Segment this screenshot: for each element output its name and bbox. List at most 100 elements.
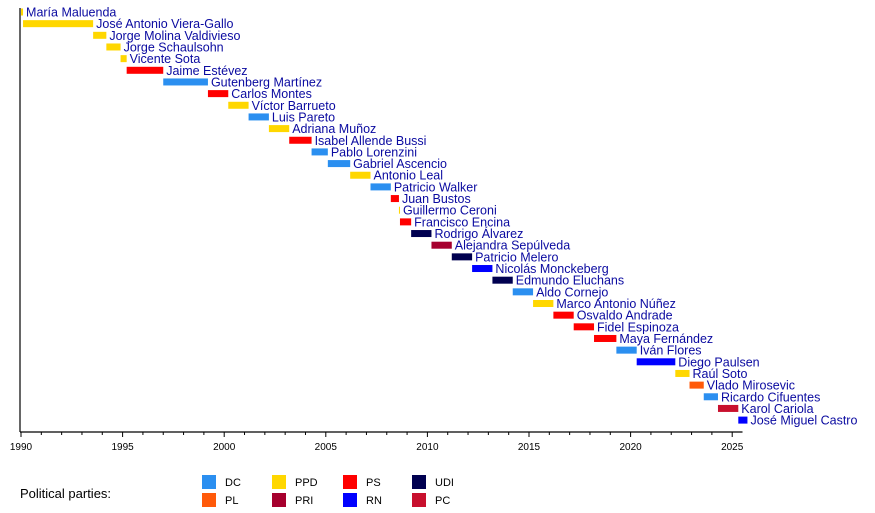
- term-row: Iván Flores: [616, 344, 702, 358]
- term-row: Karol Cariola: [717, 402, 814, 416]
- term-row: Jorge Schaulsohn: [106, 40, 224, 54]
- x-tick-label: 2015: [518, 442, 541, 453]
- legend-item: PL: [202, 493, 238, 507]
- term-bar: [492, 276, 513, 284]
- term-label: Alejandra Sepúlveda: [455, 239, 570, 253]
- term-row: Marco Antonio Núñez: [533, 297, 676, 311]
- term-label: Raúl Soto: [693, 367, 748, 381]
- term-bar: [163, 78, 208, 86]
- term-label: Karol Cariola: [741, 402, 813, 416]
- term-row: Víctor Barrueto: [228, 99, 336, 113]
- term-row: Maya Fernández: [594, 332, 713, 346]
- term-label: Vicente Sota: [130, 52, 201, 66]
- term-row: Fidel Espinoza: [573, 320, 679, 334]
- term-row: Carlos Montes: [207, 87, 312, 101]
- legend-label: PL: [225, 495, 238, 507]
- term-label: Rodrigo Álvarez: [434, 226, 523, 241]
- term-label: Marco Antonio Núñez: [556, 297, 676, 311]
- legend-swatch: [272, 493, 286, 507]
- term-bar: [703, 393, 718, 401]
- legend-item: UDI: [412, 475, 454, 489]
- term-bar: [636, 358, 676, 366]
- term-row: Isabel Allende Bussi: [289, 134, 426, 148]
- term-row: Rodrigo Álvarez: [411, 226, 523, 241]
- legend-label: PRI: [295, 495, 313, 507]
- legend-label: RN: [366, 495, 382, 507]
- term-label: Pablo Lorenzini: [331, 145, 417, 159]
- term-row: Aldo Cornejo: [512, 285, 608, 299]
- x-tick-label: 2025: [721, 442, 744, 453]
- term-bar: [411, 230, 432, 238]
- x-tick-label: 1995: [111, 442, 134, 453]
- legend-item: PPD: [272, 475, 318, 489]
- term-label: Jorge Schaulsohn: [124, 40, 224, 54]
- term-bar: [594, 334, 617, 342]
- term-bar: [512, 288, 534, 296]
- term-row: José Antonio Viera-Gallo: [23, 17, 234, 31]
- term-row: Luis Pareto: [248, 110, 335, 124]
- term-label: Gutenberg Martínez: [211, 75, 322, 89]
- term-bar: [106, 43, 121, 51]
- term-row: Ricardo Cifuentes: [703, 390, 820, 404]
- legend-item: RN: [343, 493, 382, 507]
- legend-label: PPD: [295, 477, 318, 489]
- term-label: Patricio Melero: [475, 250, 558, 264]
- term-bar: [689, 381, 704, 389]
- term-bar: [327, 160, 351, 168]
- term-label: Guillermo Ceroni: [403, 204, 497, 218]
- term-label: Jaime Estévez: [166, 64, 247, 78]
- term-label: María Maluenda: [26, 6, 116, 20]
- legend-swatch: [272, 475, 286, 489]
- term-bar: [350, 171, 371, 179]
- term-row: María Maluenda: [21, 6, 116, 20]
- legend-item: DC: [202, 475, 241, 489]
- term-bar: [451, 253, 473, 261]
- legend-item: PC: [412, 493, 450, 507]
- term-label: José Miguel Castro: [750, 414, 857, 428]
- term-label: Osvaldo Andrade: [577, 309, 673, 323]
- term-row: Raúl Soto: [675, 367, 747, 381]
- term-label: Edmundo Eluchans: [516, 274, 624, 288]
- term-bar: [553, 311, 574, 319]
- term-row: Osvaldo Andrade: [553, 309, 673, 323]
- legend-swatch: [343, 475, 357, 489]
- term-bar: [717, 404, 739, 412]
- term-row: Jaime Estévez: [126, 64, 248, 78]
- term-row: Gabriel Ascencio: [327, 157, 447, 171]
- term-row: Francisco Encina: [399, 215, 510, 229]
- legend-item: PRI: [272, 493, 313, 507]
- legend-item: PS: [343, 475, 381, 489]
- legend-title: Political parties:: [20, 486, 111, 501]
- term-bar: [311, 148, 328, 156]
- term-label: Diego Paulsen: [678, 355, 759, 369]
- term-bar: [268, 125, 290, 133]
- term-label: Antonio Leal: [374, 169, 444, 183]
- term-bar: [738, 416, 748, 424]
- term-bar: [23, 20, 94, 28]
- term-row: Diego Paulsen: [636, 355, 760, 369]
- legend-swatch: [412, 475, 426, 489]
- term-label: Juan Bustos: [402, 192, 471, 206]
- term-label: Jorge Molina Valdivieso: [109, 29, 240, 43]
- legend-label: UDI: [435, 477, 454, 489]
- x-tick-label: 2020: [619, 442, 642, 453]
- term-bar: [126, 66, 164, 74]
- legend-swatch: [412, 493, 426, 507]
- term-label: Ricardo Cifuentes: [721, 390, 820, 404]
- term-label: Aldo Cornejo: [536, 285, 608, 299]
- legend-swatch: [202, 475, 216, 489]
- x-tick-label: 2000: [213, 442, 236, 453]
- term-row: Pablo Lorenzini: [311, 145, 417, 159]
- term-label: Francisco Encina: [414, 215, 510, 229]
- term-row: Patricio Melero: [451, 250, 559, 264]
- term-label: Isabel Allende Bussi: [315, 134, 427, 148]
- term-label: Maya Fernández: [619, 332, 713, 346]
- term-row: Juan Bustos: [390, 192, 471, 206]
- term-label: Luis Pareto: [272, 110, 335, 124]
- term-bar: [370, 183, 391, 191]
- term-label: Carlos Montes: [231, 87, 312, 101]
- term-row: Guillermo Ceroni: [398, 204, 497, 218]
- term-bar: [93, 31, 107, 39]
- term-row: Vlado Mirosevic: [689, 379, 795, 393]
